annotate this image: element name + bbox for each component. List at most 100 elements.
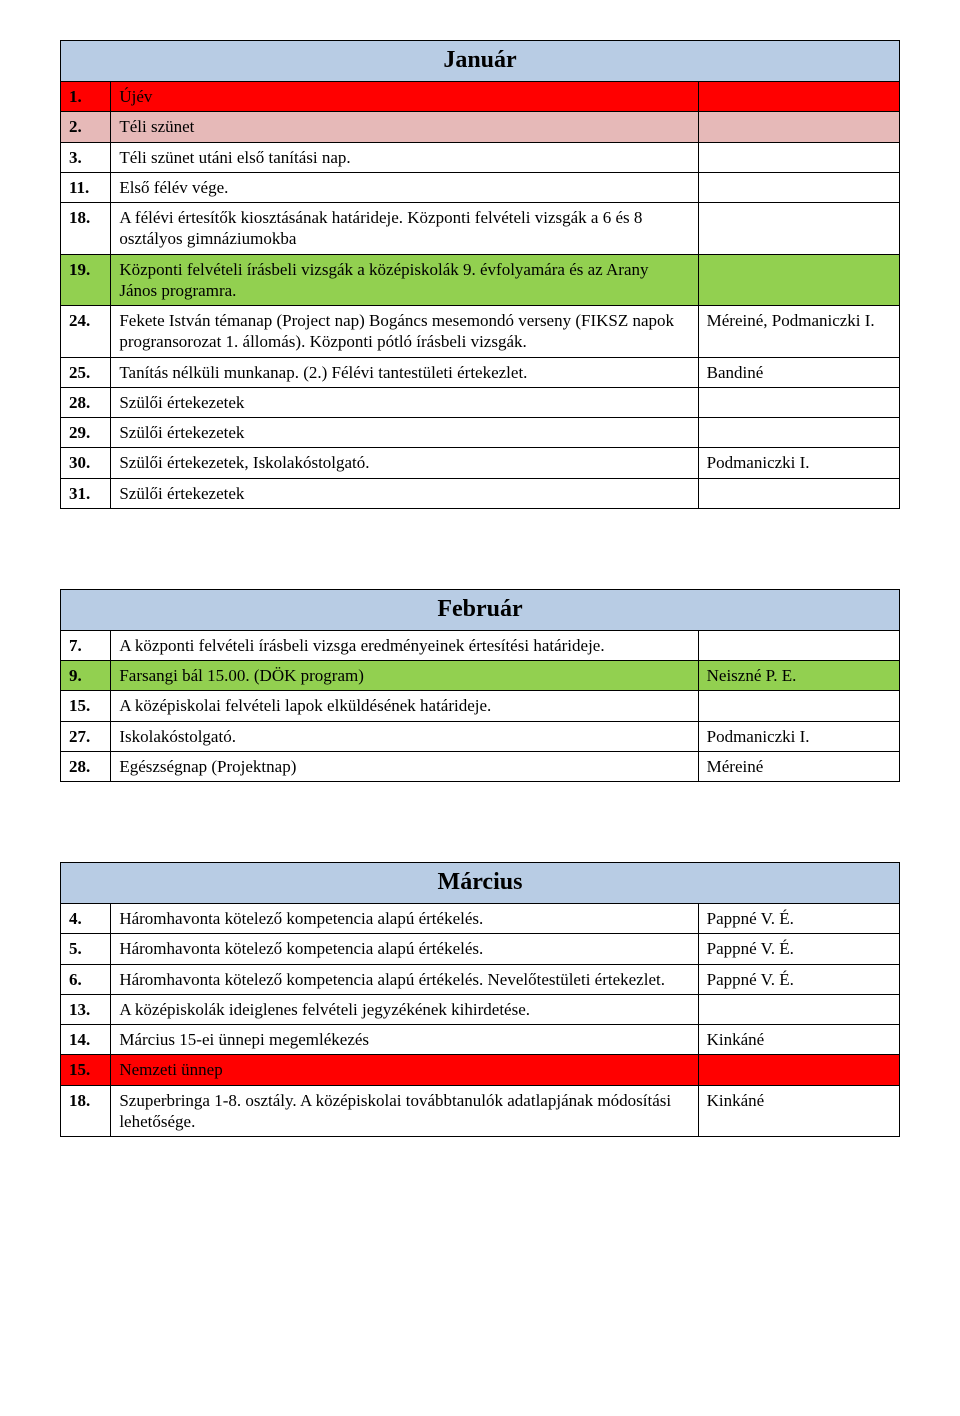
day-number: 2. [61, 112, 111, 142]
event-note: Kinkáné [698, 1025, 899, 1055]
table-row: 15.Nemzeti ünnep [61, 1055, 900, 1085]
day-number: 9. [61, 661, 111, 691]
event-note [698, 630, 899, 660]
day-number: 28. [61, 751, 111, 781]
table-row: 6.Háromhavonta kötelező kompetencia alap… [61, 964, 900, 994]
event-description: A központi felvételi írásbeli vizsga ere… [111, 630, 698, 660]
table-row: 4.Háromhavonta kötelező kompetencia alap… [61, 904, 900, 934]
event-note: Podmaniczki I. [698, 448, 899, 478]
event-description: Újév [111, 82, 698, 112]
month-table: Január1.Újév2.Téli szünet3.Téli szünet u… [60, 40, 900, 509]
month-table: Február7.A központi felvételi írásbeli v… [60, 589, 900, 782]
day-number: 13. [61, 994, 111, 1024]
event-description: Háromhavonta kötelező kompetencia alapú … [111, 964, 698, 994]
table-row: 15.A középiskolai felvételi lapok elküld… [61, 691, 900, 721]
event-note [698, 82, 899, 112]
event-note: Méreiné [698, 751, 899, 781]
day-number: 3. [61, 142, 111, 172]
table-row: 19.Központi felvételi írásbeli vizsgák a… [61, 254, 900, 306]
event-description: Szülői értekezetek [111, 478, 698, 508]
event-description: A középiskolai felvételi lapok elküldésé… [111, 691, 698, 721]
day-number: 31. [61, 478, 111, 508]
event-description: Szülői értekezetek [111, 387, 698, 417]
event-description: Március 15-ei ünnepi megemlékezés [111, 1025, 698, 1055]
day-number: 15. [61, 691, 111, 721]
event-note: Neiszné P. E. [698, 661, 899, 691]
day-number: 29. [61, 418, 111, 448]
event-description: Háromhavonta kötelező kompetencia alapú … [111, 904, 698, 934]
table-row: 1.Újév [61, 82, 900, 112]
table-row: 11.Első félév vége. [61, 172, 900, 202]
event-note [698, 1055, 899, 1085]
event-note [698, 142, 899, 172]
event-description: Farsangi bál 15.00. (DÖK program) [111, 661, 698, 691]
event-description: Központi felvételi írásbeli vizsgák a kö… [111, 254, 698, 306]
event-description: Szuperbringa 1-8. osztály. A középiskola… [111, 1085, 698, 1137]
event-description: Szülői értekezetek, Iskolakóstolgató. [111, 448, 698, 478]
event-note: Pappné V. É. [698, 964, 899, 994]
event-description: A félévi értesítők kiosztásának határide… [111, 203, 698, 255]
event-note [698, 254, 899, 306]
event-note [698, 691, 899, 721]
table-row: 5.Háromhavonta kötelező kompetencia alap… [61, 934, 900, 964]
table-row: 25.Tanítás nélküli munkanap. (2.) Félévi… [61, 357, 900, 387]
event-note [698, 994, 899, 1024]
table-row: 9.Farsangi bál 15.00. (DÖK program)Neisz… [61, 661, 900, 691]
day-number: 6. [61, 964, 111, 994]
event-description: Téli szünet utáni első tanítási nap. [111, 142, 698, 172]
day-number: 7. [61, 630, 111, 660]
day-number: 25. [61, 357, 111, 387]
event-note [698, 203, 899, 255]
event-note: Podmaniczki I. [698, 721, 899, 751]
day-number: 18. [61, 203, 111, 255]
event-note: Méreiné, Podmaniczki I. [698, 306, 899, 358]
day-number: 11. [61, 172, 111, 202]
day-number: 1. [61, 82, 111, 112]
month-title: Január [61, 41, 900, 82]
day-number: 30. [61, 448, 111, 478]
event-note [698, 418, 899, 448]
day-number: 28. [61, 387, 111, 417]
event-note [698, 172, 899, 202]
day-number: 15. [61, 1055, 111, 1085]
month-title: Március [61, 863, 900, 904]
month-title: Február [61, 589, 900, 630]
day-number: 5. [61, 934, 111, 964]
table-row: 28.Egészségnap (Projektnap)Méreiné [61, 751, 900, 781]
day-number: 4. [61, 904, 111, 934]
event-description: Téli szünet [111, 112, 698, 142]
table-row: 24.Fekete István témanap (Project nap) B… [61, 306, 900, 358]
month-table: Március4.Háromhavonta kötelező kompetenc… [60, 862, 900, 1137]
table-row: 31.Szülői értekezetek [61, 478, 900, 508]
calendar-root: Január1.Újév2.Téli szünet3.Téli szünet u… [60, 40, 900, 1137]
event-description: Tanítás nélküli munkanap. (2.) Félévi ta… [111, 357, 698, 387]
table-row: 27.Iskolakóstolgató.Podmaniczki I. [61, 721, 900, 751]
day-number: 27. [61, 721, 111, 751]
day-number: 24. [61, 306, 111, 358]
table-row: 18.Szuperbringa 1-8. osztály. A középisk… [61, 1085, 900, 1137]
event-note [698, 387, 899, 417]
event-description: A középiskolák ideiglenes felvételi jegy… [111, 994, 698, 1024]
event-note: Bandiné [698, 357, 899, 387]
event-note: Pappné V. É. [698, 904, 899, 934]
event-note: Kinkáné [698, 1085, 899, 1137]
event-description: Fekete István témanap (Project nap) Bogá… [111, 306, 698, 358]
event-description: Háromhavonta kötelező kompetencia alapú … [111, 934, 698, 964]
table-row: 29.Szülői értekezetek [61, 418, 900, 448]
table-row: 14.Március 15-ei ünnepi megemlékezésKink… [61, 1025, 900, 1055]
event-note [698, 112, 899, 142]
table-row: 7.A központi felvételi írásbeli vizsga e… [61, 630, 900, 660]
event-description: Első félév vége. [111, 172, 698, 202]
table-row: 18.A félévi értesítők kiosztásának határ… [61, 203, 900, 255]
table-row: 2.Téli szünet [61, 112, 900, 142]
event-note: Pappné V. É. [698, 934, 899, 964]
event-description: Egészségnap (Projektnap) [111, 751, 698, 781]
event-note [698, 478, 899, 508]
event-description: Iskolakóstolgató. [111, 721, 698, 751]
day-number: 18. [61, 1085, 111, 1137]
day-number: 14. [61, 1025, 111, 1055]
table-row: 3.Téli szünet utáni első tanítási nap. [61, 142, 900, 172]
table-row: 13.A középiskolák ideiglenes felvételi j… [61, 994, 900, 1024]
day-number: 19. [61, 254, 111, 306]
table-row: 28.Szülői értekezetek [61, 387, 900, 417]
